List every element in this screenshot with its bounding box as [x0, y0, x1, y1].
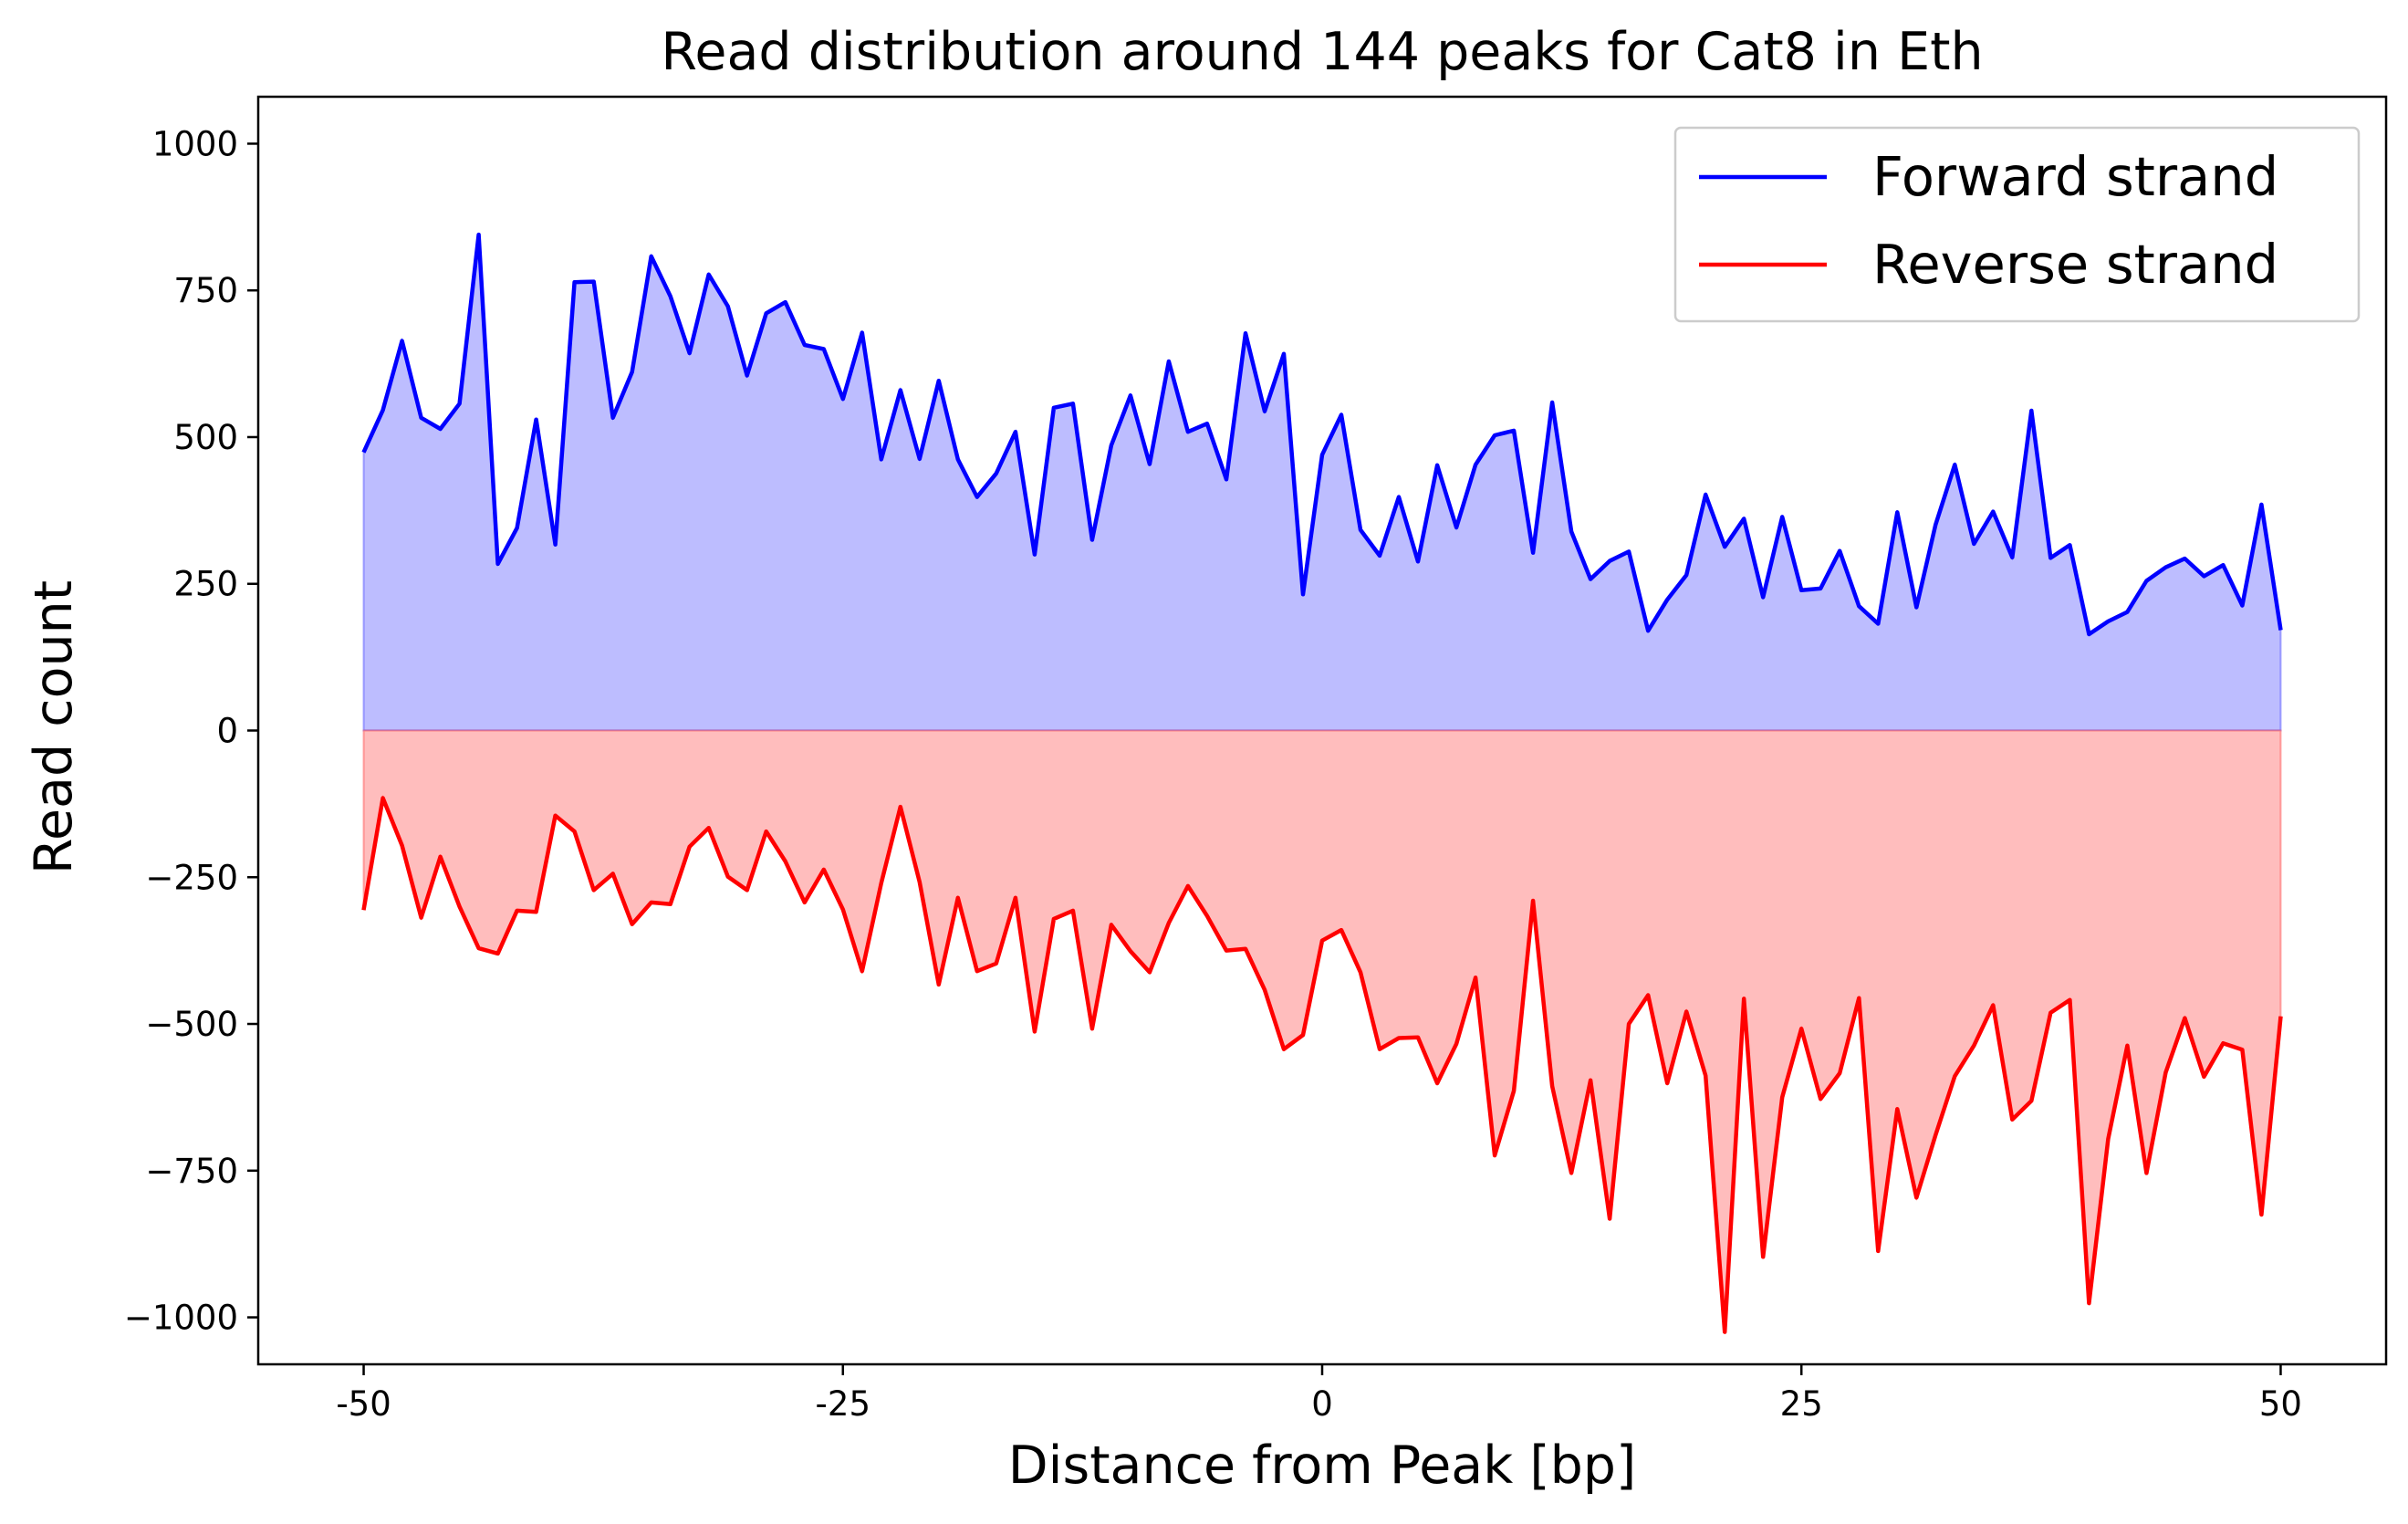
y-tick-label: −750: [145, 1152, 238, 1191]
x-axis-label: Distance from Peak [bp]: [1008, 1435, 1636, 1496]
x-tick-label: -50: [336, 1384, 391, 1424]
y-tick-label: −500: [145, 1005, 238, 1044]
y-tick-label: 500: [173, 418, 238, 457]
legend-box: [1673, 126, 2361, 323]
series-area-1: [362, 729, 2282, 1332]
legend-label-forward: Forward strand: [1872, 145, 2278, 208]
chart-title: Read distribution around 144 peaks for C…: [661, 22, 1983, 82]
y-tick-label: 0: [216, 712, 238, 751]
plot-area: [361, 232, 2283, 1334]
y-tick-label: 1000: [152, 124, 238, 163]
y-axis-label: Read count: [24, 580, 84, 874]
x-tick-label: 0: [1311, 1384, 1333, 1424]
legend: Forward strand Reverse strand: [1673, 126, 2361, 323]
series-line-0: [361, 232, 2283, 637]
y-tick-label: 250: [173, 565, 238, 604]
y-tick-label: −250: [145, 858, 238, 897]
y-tick-label: 750: [173, 271, 238, 310]
x-axis: -50 -25 0 25 50: [336, 1364, 2302, 1424]
x-tick-label: -25: [816, 1384, 870, 1424]
y-tick-label: −1000: [124, 1299, 238, 1338]
y-axis: 1000 750 500 250 0 −250 −500 −750 −1000: [124, 124, 258, 1338]
x-tick-label: 50: [2259, 1384, 2302, 1424]
x-tick-label: 25: [1780, 1384, 1823, 1424]
legend-label-reverse: Reverse strand: [1872, 233, 2278, 296]
series-line-1: [361, 796, 2283, 1334]
